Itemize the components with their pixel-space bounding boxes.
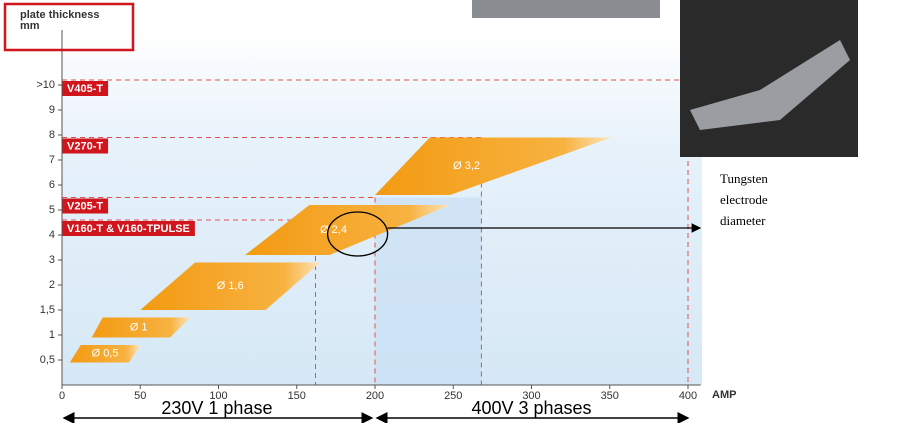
- band-label: Ø 1,6: [217, 280, 244, 292]
- photo-torch: [680, 0, 858, 157]
- band-label: Ø 3,2: [453, 160, 480, 172]
- x-tick-label: 350: [601, 390, 619, 402]
- model-name: V405-T: [67, 83, 103, 95]
- chart: Ø 0,5 Ø 1 Ø 1,6 Ø 2,4 Ø 3,2 V405-T V270-T V205-…: [0, 0, 902, 423]
- phase-label: 230V 1 phase: [161, 398, 272, 418]
- page: Ø 0,5 Ø 1 Ø 1,6 Ø 2,4 Ø 3,2 V405-T V270-T V205-…: [0, 0, 902, 423]
- x-axis-label: AMP: [712, 389, 736, 401]
- x-tick-label: 0: [59, 390, 65, 402]
- x-tick-label: 250: [444, 390, 462, 402]
- model-name: V160-T & V160-TPULSE: [67, 223, 190, 235]
- y-tick-label: 5: [49, 204, 55, 216]
- x-tick-label: 50: [134, 390, 146, 402]
- y-tick-label: 0,5: [40, 354, 55, 366]
- band-label: Ø 0,5: [92, 348, 119, 360]
- phase-label: 400V 3 phases: [471, 398, 591, 418]
- x-tick-label: 150: [288, 390, 306, 402]
- y-tick-label: 4: [49, 229, 55, 241]
- y-tick-label: 3: [49, 254, 55, 266]
- band-label: Ø 1: [130, 321, 148, 333]
- y-tick-label: 6: [49, 179, 55, 191]
- y-tick-label: 9: [49, 104, 55, 116]
- model-name: V270-T: [67, 140, 103, 152]
- y-tick-label: 1: [49, 329, 55, 341]
- photo-small: [472, 0, 660, 18]
- band-label: Ø 2,4: [320, 224, 347, 236]
- y-tick-label: 2: [49, 279, 55, 291]
- x-tick-label: 200: [366, 390, 384, 402]
- y-tick-label: 7: [49, 154, 55, 166]
- y-tick-label: >10: [36, 79, 55, 91]
- y-tick-label: 8: [49, 129, 55, 141]
- x-tick-label: 400: [679, 390, 697, 402]
- y-tick-label: 1,5: [40, 304, 55, 316]
- model-name: V205-T: [67, 200, 103, 212]
